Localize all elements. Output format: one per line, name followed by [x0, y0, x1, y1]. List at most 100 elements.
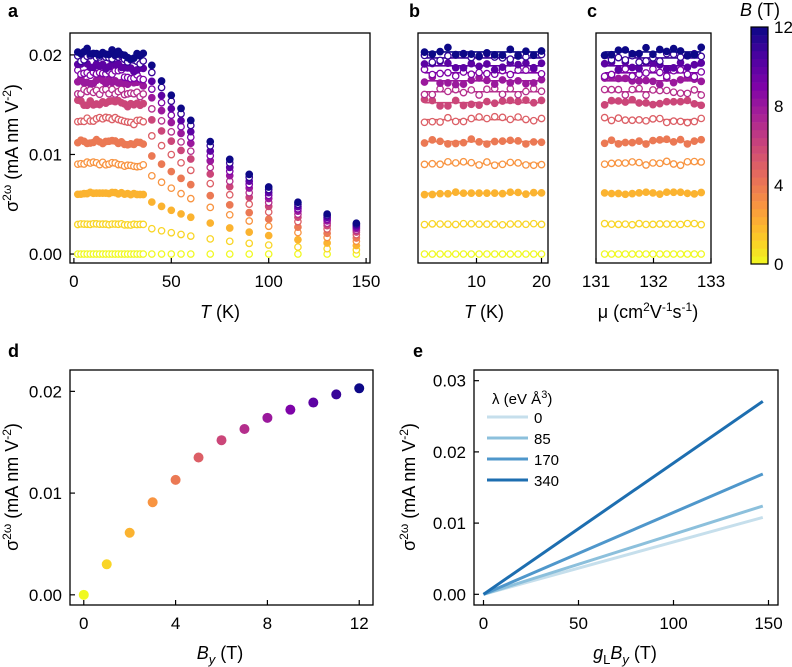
data-point — [483, 114, 491, 123]
data-point — [621, 46, 630, 54]
data-point — [600, 219, 609, 228]
data-point — [157, 83, 166, 92]
x-tick-label: 100 — [255, 272, 283, 291]
data-point — [690, 190, 699, 198]
data-point — [514, 97, 522, 106]
data-point — [506, 45, 515, 54]
data-point — [436, 79, 444, 87]
data-point — [177, 146, 185, 155]
data-point — [206, 219, 215, 227]
colorbar-segment — [751, 27, 768, 36]
data-point — [529, 188, 538, 197]
colorbar-frame — [750, 26, 769, 265]
data-point — [475, 68, 483, 77]
colorbar-segment — [751, 42, 768, 52]
data-point — [614, 85, 623, 94]
data-point — [186, 250, 195, 258]
colorbar-segment — [751, 137, 768, 146]
data-point — [147, 198, 156, 206]
data-point — [139, 49, 148, 58]
data-point — [420, 190, 429, 199]
data-point — [600, 160, 609, 169]
data-point — [167, 137, 176, 145]
data-point — [607, 85, 616, 94]
data-point — [420, 220, 429, 229]
data-point — [655, 136, 664, 144]
data-point — [167, 184, 176, 193]
data-point — [614, 46, 623, 55]
data-point — [522, 66, 530, 74]
legend-title: λ (eV Å3) — [492, 389, 552, 408]
data-point — [498, 250, 507, 258]
data-point — [177, 104, 185, 113]
data-point — [628, 95, 637, 104]
data-point — [490, 250, 499, 258]
data-point — [78, 589, 89, 600]
data-point — [167, 150, 176, 159]
data-point — [506, 115, 515, 124]
data-point — [506, 158, 515, 167]
data-point — [147, 497, 158, 508]
data-point — [147, 93, 156, 102]
y-tick-label: 0.02 — [29, 382, 62, 401]
panel-letter-a: a — [8, 1, 19, 21]
data-point — [483, 158, 491, 166]
data-point — [428, 136, 437, 144]
data-point — [436, 118, 444, 126]
data-point — [642, 69, 650, 77]
data-point — [628, 72, 637, 81]
data-point — [206, 235, 215, 243]
data-point — [157, 91, 166, 100]
data-point — [614, 220, 623, 229]
data-point — [420, 250, 429, 258]
data-point — [157, 77, 166, 85]
data-point — [607, 96, 616, 105]
data-point — [420, 139, 429, 147]
data-point — [436, 250, 444, 258]
data-point — [655, 250, 664, 258]
colorbar: 0 4 8 12B (T) — [740, 0, 792, 274]
data-point — [690, 60, 699, 69]
data-point — [167, 128, 176, 136]
x-tick-label: 150 — [754, 614, 782, 633]
data-point — [420, 90, 429, 99]
data-point — [628, 158, 637, 166]
data-point — [147, 61, 156, 70]
data-point — [444, 68, 452, 77]
data-point — [537, 96, 546, 105]
data-point — [467, 86, 476, 94]
data-point — [628, 63, 637, 72]
data-point — [669, 250, 678, 258]
data-point — [420, 160, 429, 169]
data-point — [498, 137, 507, 145]
data-point — [475, 52, 483, 60]
data-point — [475, 62, 483, 71]
data-point — [697, 158, 706, 166]
data-point — [649, 77, 657, 86]
data-point — [483, 140, 491, 148]
data-point — [607, 50, 616, 59]
data-point — [683, 189, 692, 198]
panel-letter-b: b — [409, 1, 420, 21]
data-point — [683, 219, 692, 228]
data-point — [621, 65, 630, 73]
data-point — [186, 116, 195, 125]
data-point — [483, 250, 491, 258]
data-point — [459, 88, 468, 97]
data-point — [683, 96, 692, 105]
data-point — [467, 50, 476, 58]
data-point — [600, 51, 609, 60]
data-point — [697, 52, 706, 61]
data-point — [506, 250, 515, 258]
data-point — [459, 138, 468, 147]
data-point — [655, 80, 664, 89]
data-point — [628, 49, 637, 58]
data-point — [139, 161, 148, 169]
panel-letter-e: e — [413, 341, 423, 361]
data-point — [676, 220, 685, 229]
plot-frame — [417, 32, 549, 264]
colorbar-segment — [751, 232, 768, 241]
data-point — [157, 117, 166, 125]
data-point — [662, 97, 671, 106]
data-point — [444, 250, 452, 258]
